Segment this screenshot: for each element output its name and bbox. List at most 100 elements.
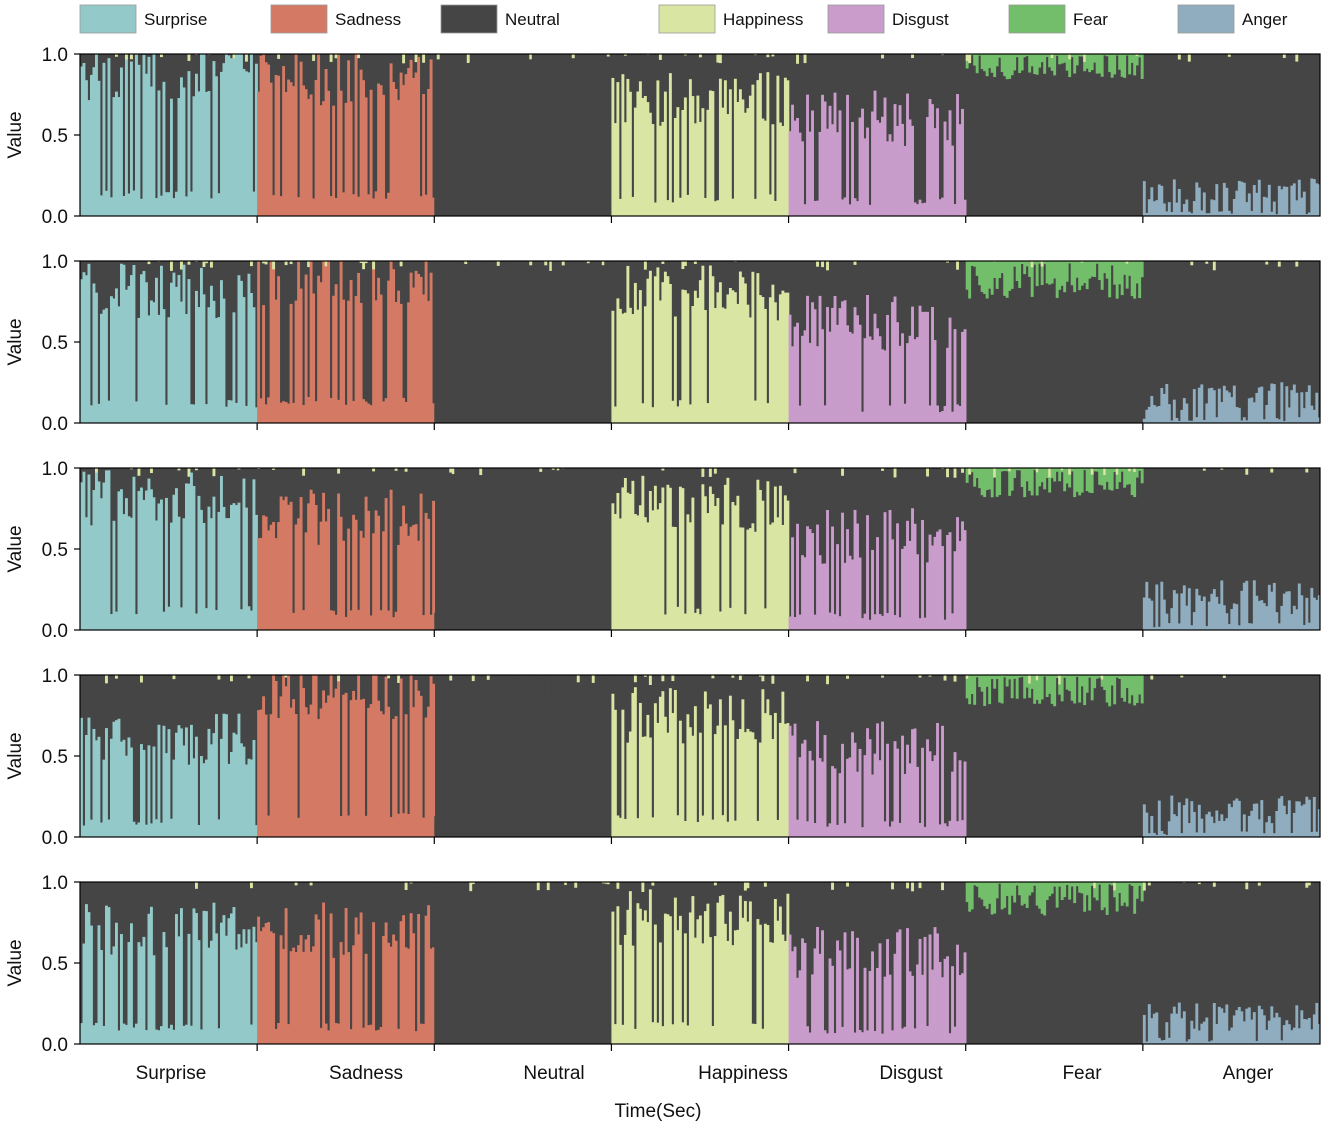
bar xyxy=(1050,675,1054,704)
bar xyxy=(284,402,288,423)
bar xyxy=(539,962,543,1044)
bar xyxy=(594,694,598,837)
bar-noise xyxy=(893,468,897,478)
bar xyxy=(422,817,426,837)
bar-noise xyxy=(1257,882,1261,886)
bar xyxy=(698,915,702,1044)
bar-noise xyxy=(926,468,929,477)
bar xyxy=(374,510,378,630)
bar xyxy=(1310,178,1314,216)
bar xyxy=(990,675,994,680)
bar xyxy=(387,942,391,1044)
bar-noise xyxy=(307,261,311,268)
bar xyxy=(1212,1003,1216,1044)
bar xyxy=(521,809,525,837)
bar xyxy=(741,917,745,1044)
bar xyxy=(923,826,927,837)
legend-swatch-disgust xyxy=(827,4,885,34)
bar xyxy=(901,123,904,216)
bar xyxy=(1177,189,1181,216)
bar xyxy=(1010,468,1014,491)
bar xyxy=(763,120,767,216)
bar xyxy=(663,91,667,216)
bar xyxy=(359,302,363,423)
bar-noise xyxy=(965,54,969,61)
bar xyxy=(556,499,560,630)
bar xyxy=(344,616,348,630)
bar xyxy=(913,1028,917,1044)
bar xyxy=(1197,804,1201,837)
bar xyxy=(1165,613,1169,630)
bar xyxy=(180,607,183,630)
bar xyxy=(1255,192,1259,216)
bar xyxy=(227,763,231,837)
bar xyxy=(693,290,697,423)
bar xyxy=(589,482,593,630)
bar xyxy=(441,916,445,1044)
bar xyxy=(841,512,844,630)
bar xyxy=(526,687,530,837)
bar xyxy=(746,728,750,837)
bar xyxy=(207,90,211,216)
bar xyxy=(1162,203,1166,216)
bar xyxy=(736,495,740,630)
bar xyxy=(698,121,702,216)
bar-noise xyxy=(137,468,141,476)
bar xyxy=(1113,675,1117,705)
bar xyxy=(344,692,348,837)
bar xyxy=(1050,882,1054,894)
bar xyxy=(846,969,849,1044)
bar xyxy=(1142,1014,1146,1044)
bar-noise xyxy=(1142,882,1146,891)
bar xyxy=(811,974,814,1044)
bar xyxy=(643,517,647,630)
bar xyxy=(147,745,151,837)
bar-noise xyxy=(451,468,455,475)
bar-noise xyxy=(1295,261,1299,267)
bar xyxy=(524,266,528,423)
bar xyxy=(1255,1040,1259,1044)
bar xyxy=(843,932,847,1044)
bar xyxy=(678,720,682,837)
bar-noise xyxy=(953,675,957,682)
bar-noise xyxy=(549,261,553,271)
bar xyxy=(743,283,747,423)
bar xyxy=(1000,261,1004,274)
bar xyxy=(773,898,777,1044)
bar xyxy=(212,733,216,837)
bar xyxy=(1147,199,1151,216)
bar xyxy=(599,468,603,630)
bar-noise xyxy=(661,675,665,682)
bar xyxy=(451,54,455,216)
bar xyxy=(863,338,867,423)
bar xyxy=(980,261,984,293)
bar xyxy=(130,517,133,630)
bar xyxy=(1257,600,1261,630)
bar xyxy=(661,282,665,423)
bar xyxy=(145,73,148,216)
bar xyxy=(1207,213,1211,216)
y-tick-label: 1.0 xyxy=(42,666,68,687)
bar xyxy=(1190,213,1194,216)
x-tick-label-anger: Anger xyxy=(1223,1063,1274,1084)
bar xyxy=(1260,600,1264,630)
bar xyxy=(165,192,168,216)
bar xyxy=(150,300,153,423)
bar xyxy=(466,605,470,630)
bar-noise xyxy=(95,468,98,473)
bar xyxy=(1115,675,1119,678)
bar xyxy=(404,402,408,423)
bar xyxy=(307,98,311,216)
bar xyxy=(419,493,423,630)
bar xyxy=(1215,1023,1219,1044)
bar xyxy=(115,91,118,216)
bar xyxy=(456,261,460,423)
bar xyxy=(1138,882,1142,886)
bar xyxy=(1197,1030,1201,1044)
bar xyxy=(948,820,952,837)
bar xyxy=(1085,468,1089,492)
bar xyxy=(938,412,942,423)
bar-noise xyxy=(1028,675,1032,684)
bars xyxy=(80,54,1320,216)
bar-noise xyxy=(591,675,595,683)
